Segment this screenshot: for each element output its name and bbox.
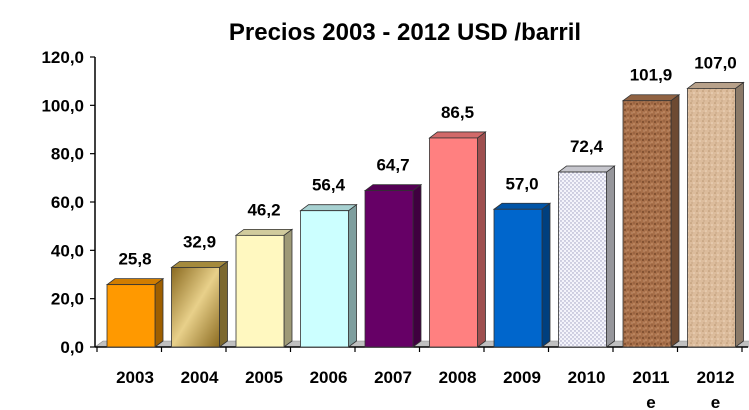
x-tick-label: 2005 (245, 368, 283, 387)
value-label: 25,8 (118, 250, 151, 269)
bar-side (219, 260, 228, 348)
bar-side (735, 81, 744, 348)
bar-front (558, 171, 607, 348)
value-label: 57,0 (505, 174, 538, 193)
bar-top (428, 131, 487, 139)
value-label: 56,4 (312, 176, 346, 195)
bar-top (234, 228, 294, 236)
bar-top (363, 184, 423, 192)
bar-front (429, 137, 478, 348)
bar-front (235, 234, 285, 348)
chart-title: Precios 2003 - 2012 USD /barril (229, 19, 581, 46)
bar-top (557, 165, 616, 173)
y-tick-label: 0,0 (60, 338, 84, 357)
bar-2005 (234, 228, 294, 348)
bar-front (106, 284, 156, 348)
x-tick-label: 2007 (374, 368, 412, 387)
bar-side (606, 165, 615, 348)
bar-top (621, 94, 681, 102)
bar-front (171, 267, 220, 348)
bar-2010 (557, 165, 616, 348)
bar-2007 (363, 183, 423, 348)
bar-2011 (621, 93, 681, 348)
x-tick-label: 2010 (568, 368, 606, 387)
value-label: 101,9 (630, 66, 673, 85)
bar-2008 (428, 131, 487, 348)
bar-side (283, 228, 293, 348)
x-tick-label: 2011 (633, 368, 670, 387)
value-label: 46,2 (247, 200, 280, 219)
bar-side (541, 202, 551, 348)
bar-top (686, 82, 745, 89)
x-tick-label: 2006 (310, 368, 348, 387)
y-tick-label: 60,0 (51, 193, 84, 212)
bar-front (687, 88, 736, 348)
x-tick-label: 2012 (697, 368, 735, 387)
y-tick-label: 100,0 (41, 96, 84, 115)
x-tick-suffix: e (711, 393, 720, 410)
y-tick-label: 40,0 (51, 241, 84, 260)
bar-2009 (492, 202, 552, 348)
bar-2003 (105, 277, 165, 348)
x-tick-label: 2009 (503, 368, 541, 387)
bar-front (300, 210, 349, 348)
bar-side (477, 131, 486, 348)
bar-side (154, 277, 164, 348)
bar-top (170, 261, 229, 268)
value-label: 107,0 (694, 53, 737, 72)
bar-side (348, 203, 357, 348)
y-tick-label: 20,0 (51, 290, 84, 309)
x-tick-label: 2008 (439, 368, 477, 387)
y-tick-label: 80,0 (51, 145, 84, 164)
bar-front (364, 190, 414, 348)
value-label: 72,4 (570, 137, 604, 156)
value-label: 86,5 (441, 103, 474, 122)
bar-top (105, 278, 165, 286)
bar-side (670, 93, 680, 348)
x-tick-suffix: e (646, 393, 655, 410)
value-label: 32,9 (183, 232, 216, 251)
bar-front (493, 208, 543, 348)
bar-2004 (170, 260, 229, 348)
y-tick-label: 120,0 (41, 48, 84, 67)
bar-2012 (686, 81, 745, 348)
bar-2006 (299, 203, 358, 348)
x-tick-label: 2004 (181, 368, 219, 387)
bar-side (412, 183, 422, 348)
bar-top (299, 204, 358, 212)
bar-front (622, 100, 672, 348)
x-tick-label: 2003 (116, 368, 154, 387)
bar-top (492, 202, 552, 210)
value-label: 64,7 (376, 156, 409, 175)
